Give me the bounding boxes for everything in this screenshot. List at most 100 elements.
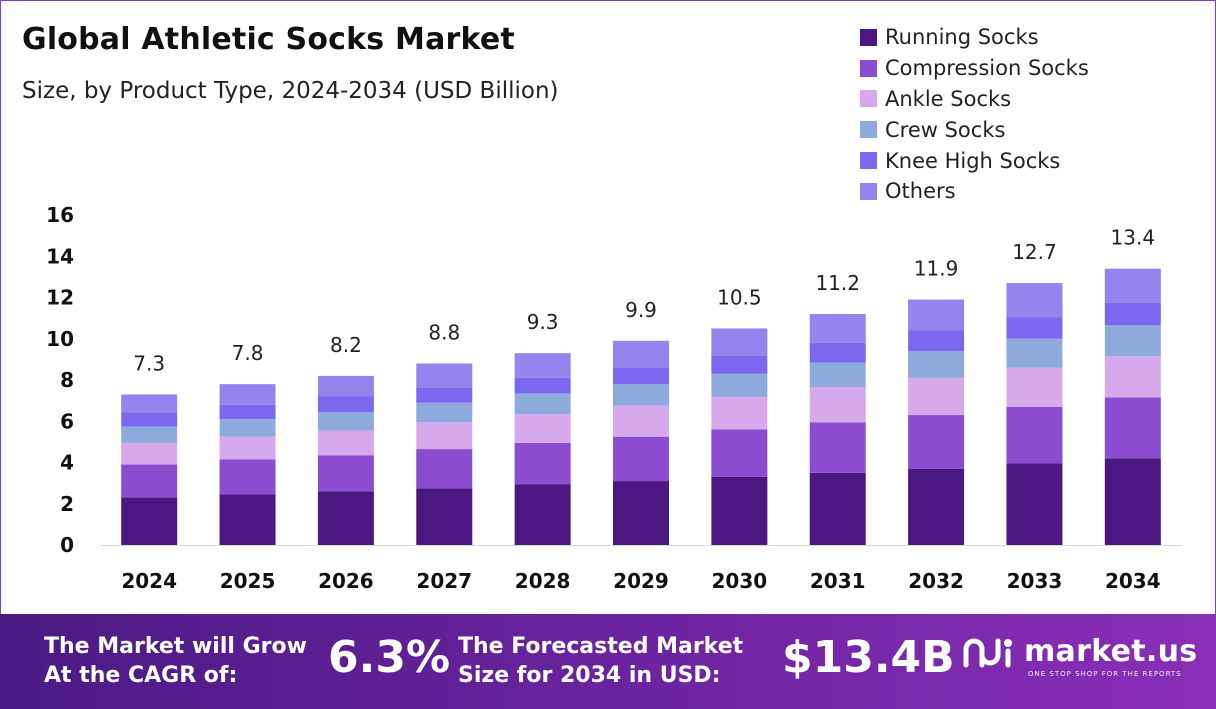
bar-segment	[711, 396, 768, 430]
bar-segment	[416, 449, 473, 489]
y-tick-label: 16	[46, 203, 74, 227]
bar-segment	[908, 468, 965, 545]
x-tick-label: 2032	[908, 569, 964, 593]
bar-segment	[121, 464, 178, 498]
market-us-logo[interactable]: market.us	[962, 634, 1197, 669]
bar-segment	[908, 415, 965, 469]
bar-segment	[416, 402, 473, 423]
bar-segment	[514, 442, 571, 485]
bar-total-label: 10.5	[717, 285, 762, 309]
bar-segment	[121, 426, 178, 443]
forecast-value: $13.4B	[782, 632, 955, 683]
bar-segment	[514, 393, 571, 415]
bar-total-label: 7.3	[133, 351, 165, 375]
y-tick-label: 8	[60, 368, 74, 392]
chart-subtitle: Size, by Product Type, 2024-2034 (USD Bi…	[22, 78, 559, 104]
y-tick-label: 10	[46, 327, 74, 351]
summary-banner: The Market will Grow At the CAGR of: 6.3…	[0, 614, 1216, 709]
legend-item-1: Compression Socks	[860, 53, 1089, 84]
bar-segment	[809, 314, 866, 343]
bar-segment	[219, 419, 276, 437]
bar-total-label: 8.8	[428, 321, 460, 345]
legend-swatch	[860, 59, 877, 77]
bar-segment	[613, 367, 669, 385]
bar-segment	[908, 330, 965, 352]
bar-total-label: 9.9	[625, 298, 657, 322]
bar-segment	[613, 436, 669, 482]
legend-label: Knee High Socks	[885, 148, 1061, 173]
bar-segment	[809, 362, 866, 388]
bar-segment	[711, 373, 768, 397]
bar-segment	[711, 429, 768, 477]
y-tick-label: 4	[60, 451, 74, 475]
bar-segment	[121, 442, 178, 465]
chart-title: Global Athletic Socks Market	[22, 22, 515, 57]
y-tick-label: 0	[60, 533, 74, 557]
legend-swatch	[860, 28, 877, 46]
bar-segment	[514, 377, 571, 394]
bar-segment	[1104, 268, 1161, 303]
bar-segment	[1006, 338, 1063, 368]
bar-segment	[317, 430, 374, 456]
bar-segment	[809, 472, 866, 545]
y-tick-label: 6	[60, 409, 74, 433]
bar-segment	[809, 387, 866, 423]
bar-segment	[121, 394, 178, 413]
bar-segment	[613, 481, 669, 545]
x-tick-label: 2030	[712, 569, 768, 593]
bar-segment	[121, 497, 178, 545]
y-tick-label: 12	[46, 286, 74, 310]
bar-segment	[908, 299, 965, 331]
bar-segment	[219, 494, 276, 545]
forecast-caption-line2: Size for 2034 in USD:	[458, 663, 721, 688]
legend-swatch	[860, 121, 877, 139]
bar-segment	[613, 405, 669, 437]
bar-segment	[1104, 325, 1161, 357]
bar-segment	[1006, 317, 1063, 339]
bar-segment	[1104, 458, 1161, 545]
bar-segment	[1006, 406, 1063, 464]
forecast-caption-line1: The Forecasted Market	[458, 634, 744, 659]
cagr-caption: The Market will Grow At the CAGR of:	[44, 632, 307, 690]
bar-total-label: 8.2	[330, 333, 362, 357]
legend-label: Crew Socks	[885, 117, 1006, 142]
bar-segment	[1006, 367, 1063, 407]
bar-segment	[416, 488, 473, 545]
legend-swatch	[860, 152, 877, 170]
y-tick-label: 2	[60, 492, 74, 516]
legend-label: Running Socks	[885, 25, 1039, 50]
stacked-bar-chart: 0 2 4 6 8 10 12 14 16 7.3 2024 7.8 2025 8.2 2026 8.8 202…	[46, 203, 1182, 593]
bar-segment	[711, 476, 768, 545]
bar-total-label: 11.2	[815, 271, 860, 295]
bar-segment	[219, 404, 276, 420]
cagr-caption-line1: The Market will Grow	[44, 634, 307, 659]
bar-segment	[809, 342, 866, 363]
bar-segment	[317, 411, 374, 431]
bar-total-label: 9.3	[527, 310, 559, 334]
bar-segment	[1006, 463, 1063, 545]
x-tick-label: 2028	[515, 569, 571, 593]
legend-item-0: Running Socks	[860, 22, 1089, 53]
bar-segment	[809, 422, 866, 473]
x-tick-label: 2024	[121, 569, 177, 593]
forecast-caption: The Forecasted Market Size for 2034 in U…	[458, 632, 743, 690]
x-tick-label: 2031	[810, 569, 866, 593]
legend-item-5: Others	[860, 176, 1089, 207]
x-tick-label: 2033	[1007, 569, 1063, 593]
legend-label: Others	[885, 179, 956, 204]
legend-label: Compression Socks	[885, 56, 1089, 81]
cagr-caption-line2: At the CAGR of:	[44, 663, 238, 688]
cagr-value: 6.3%	[328, 632, 451, 683]
bar-segment	[317, 375, 374, 397]
bar-segment	[121, 413, 178, 427]
bar-segment	[1006, 283, 1063, 318]
bar-segment	[514, 414, 571, 443]
bar-segment	[317, 491, 374, 545]
legend: Running Socks Compression Socks Ankle Sock…	[860, 22, 1089, 207]
bar-segment	[613, 340, 669, 368]
bar-segment	[514, 484, 571, 545]
y-tick-label: 14	[46, 244, 74, 268]
bar-total-label: 7.8	[232, 341, 264, 365]
x-tick-label: 2026	[318, 569, 374, 593]
bar-segment	[416, 387, 473, 403]
